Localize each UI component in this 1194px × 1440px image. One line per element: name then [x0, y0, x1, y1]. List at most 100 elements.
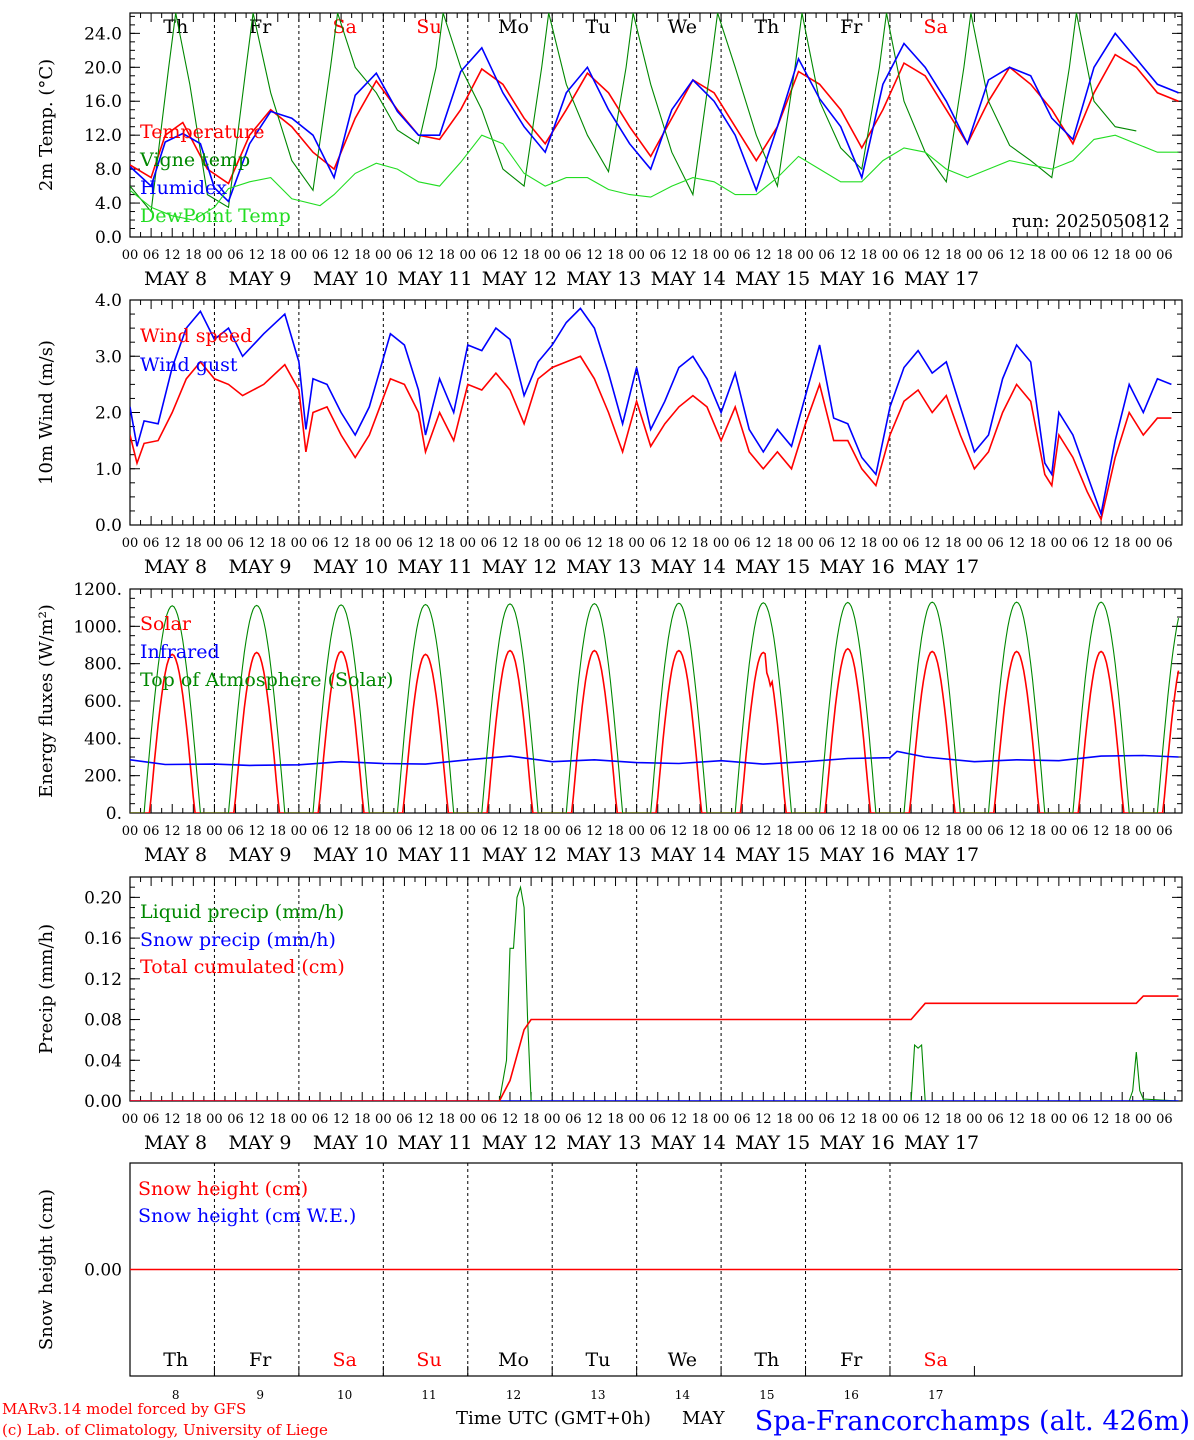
date-label: MAY 9 [228, 268, 291, 290]
hour-tick-label: 00 [122, 1112, 139, 1127]
hour-tick-label: 06 [1072, 1112, 1089, 1127]
hour-tick-label: 06 [1156, 824, 1173, 839]
legend-entry: Snow precip (mm/h) [140, 929, 336, 951]
weekday-label: Sa [924, 1349, 948, 1371]
hour-tick-label: 06 [312, 1112, 329, 1127]
date-label: MAY 11 [397, 556, 472, 578]
legend-entry: Wind speed [140, 325, 252, 347]
series-line [130, 13, 1137, 213]
hour-tick-label: 00 [1135, 248, 1152, 263]
hour-tick-label: 00 [713, 536, 730, 551]
legend-entry: Total cumulated (cm) [140, 956, 345, 978]
hour-tick-label: 06 [1156, 248, 1173, 263]
hour-tick-label: 18 [861, 824, 878, 839]
date-label: MAY 14 [651, 1132, 726, 1154]
hour-tick-label: 12 [164, 824, 181, 839]
hour-tick-label: 18 [607, 824, 624, 839]
hour-tick-label: 18 [438, 824, 455, 839]
hour-tick-label: 06 [1072, 824, 1089, 839]
hour-tick-label: 12 [1008, 536, 1025, 551]
y-tick-label: 0.04 [84, 1051, 122, 1071]
weekday-label: Mo [498, 1349, 529, 1371]
y-tick-label: 3.0 [95, 347, 122, 367]
hour-tick-label: 12 [417, 536, 434, 551]
hour-tick-label: 12 [1093, 1112, 1110, 1127]
weekday-label: Fr [249, 1349, 272, 1371]
hour-tick-label: 06 [396, 536, 413, 551]
hour-tick-label: 06 [143, 1112, 160, 1127]
date-label: MAY 13 [566, 1132, 641, 1154]
hour-tick-label: 12 [755, 248, 772, 263]
hour-tick-label: 00 [206, 248, 223, 263]
y-tick-label: 600. [84, 692, 122, 712]
legend-entry: Snow height (cm W.E.) [138, 1205, 356, 1227]
legend-entry: Liquid precip (mm/h) [140, 901, 344, 923]
hour-tick-label: 06 [903, 248, 920, 263]
hour-tick-label: 00 [713, 248, 730, 263]
date-label: MAY 15 [735, 844, 810, 866]
hour-tick-label: 00 [797, 536, 814, 551]
hour-tick-label: 00 [1051, 1112, 1068, 1127]
hour-tick-label: 18 [354, 248, 371, 263]
weekday-label: We [668, 16, 697, 38]
hour-tick-label: 18 [1114, 248, 1131, 263]
hour-tick-label: 06 [818, 536, 835, 551]
hour-tick-label: 18 [1114, 824, 1131, 839]
date-label: MAY 14 [651, 844, 726, 866]
y-tick-label: 0.00 [84, 1092, 122, 1112]
hour-tick-label: 06 [312, 536, 329, 551]
hour-tick-label: 18 [185, 1112, 202, 1127]
date-label: MAY 13 [566, 268, 641, 290]
hour-tick-label: 18 [438, 248, 455, 263]
date-label: MAY 14 [651, 268, 726, 290]
date-label: MAY 15 [735, 1132, 810, 1154]
hour-tick-label: 06 [481, 1112, 498, 1127]
date-label: MAY 16 [820, 1132, 895, 1154]
time-axis-month: MAY [682, 1408, 726, 1429]
date-label: MAY 17 [904, 844, 979, 866]
hour-tick-label: 00 [882, 1112, 899, 1127]
series-line [130, 750, 1179, 767]
weekday-label: Tu [585, 1349, 610, 1371]
date-label: MAY 8 [144, 844, 207, 866]
hour-tick-label: 00 [122, 248, 139, 263]
x-ticks [129, 300, 1176, 525]
date-label: MAY 11 [397, 1132, 472, 1154]
hour-tick-label: 18 [523, 536, 540, 551]
y-tick-label: 12.0 [84, 126, 122, 146]
hour-tick-label: 12 [586, 824, 603, 839]
hour-tick-label: 12 [755, 824, 772, 839]
hour-tick-label: 18 [269, 248, 286, 263]
hour-tick-label: 12 [502, 536, 519, 551]
series-line [130, 355, 1172, 522]
hour-tick-label: 18 [185, 536, 202, 551]
date-label: MAY 11 [397, 268, 472, 290]
hour-tick-label: 06 [649, 1112, 666, 1127]
hour-tick-label: 12 [671, 824, 688, 839]
y-tick-label: 0.00 [84, 1261, 122, 1281]
hour-tick-label: 12 [839, 1112, 856, 1127]
day-number-label: 14 [675, 1388, 691, 1402]
weekday-label: Th [163, 16, 188, 38]
date-label: MAY 16 [820, 844, 895, 866]
hour-tick-label: 06 [649, 536, 666, 551]
weekday-label: We [668, 1349, 697, 1371]
hour-tick-label: 12 [417, 1112, 434, 1127]
hour-tick-label: 00 [375, 248, 392, 263]
y-tick-label: 0.0 [95, 228, 122, 248]
hour-tick-label: 00 [375, 824, 392, 839]
weekday-label: Sa [332, 1349, 356, 1371]
hour-tick-label: 00 [544, 536, 561, 551]
x-ticks [129, 13, 1176, 237]
hour-tick-label: 12 [924, 536, 941, 551]
hour-tick-label: 00 [459, 824, 476, 839]
hour-tick-label: 12 [1008, 1112, 1025, 1127]
hour-tick-label: 00 [1051, 824, 1068, 839]
hour-tick-label: 12 [248, 1112, 265, 1127]
hour-tick-label: 18 [945, 824, 962, 839]
hour-tick-label: 12 [1093, 536, 1110, 551]
date-label: MAY 8 [144, 1132, 207, 1154]
hour-tick-label: 06 [903, 1112, 920, 1127]
y-axis-label: Snow height (cm) [36, 1189, 57, 1350]
